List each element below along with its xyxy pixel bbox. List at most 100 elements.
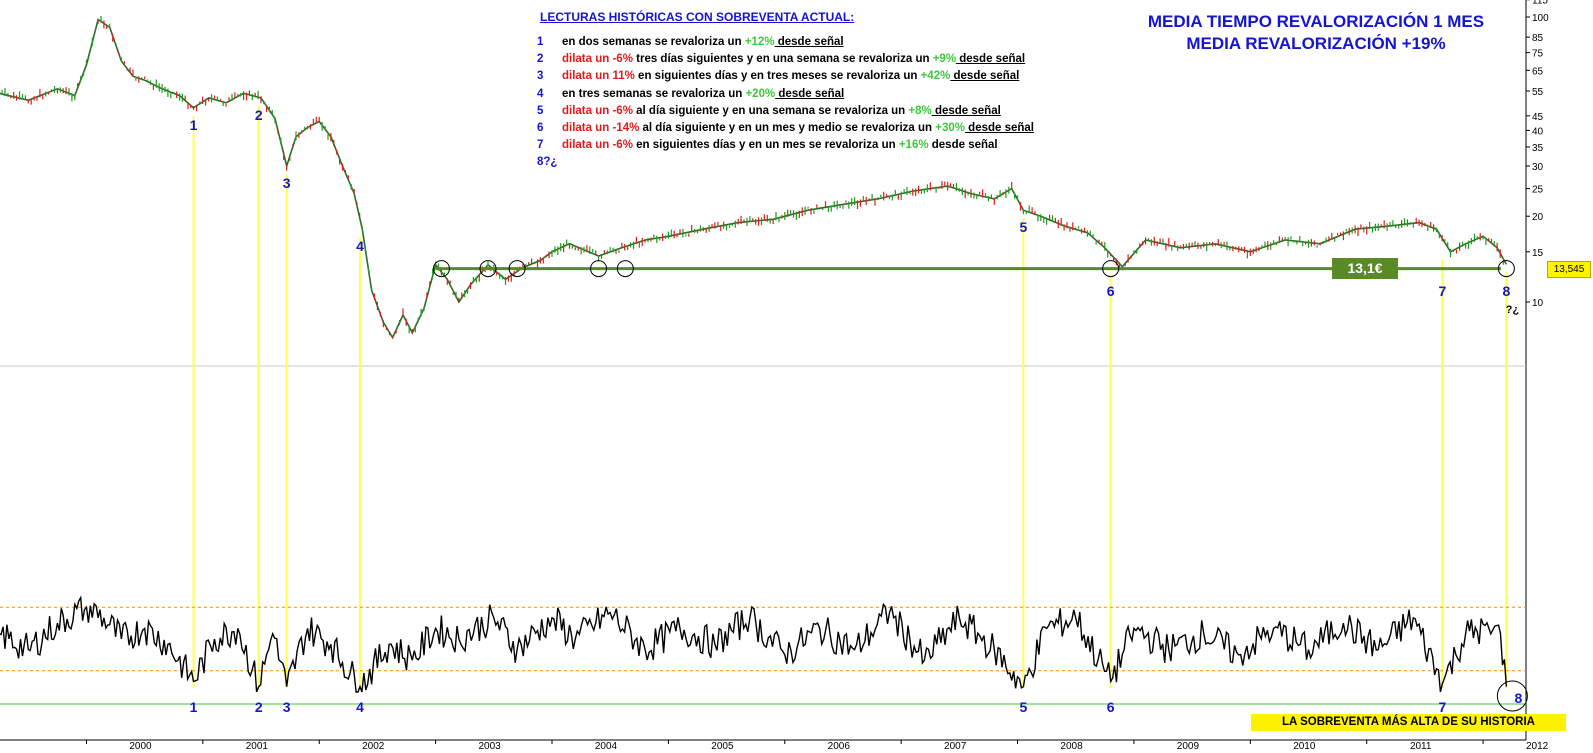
reading-number: 6	[537, 122, 544, 134]
signal-number-price: 6	[1107, 283, 1115, 299]
y-tick-label: 100	[1532, 13, 1549, 24]
reading-number: 3	[537, 70, 544, 83]
reading-item: 3 dilata un 11% en siguientes días y en t…	[537, 70, 1019, 86]
reading-text: +20%	[745, 87, 776, 100]
reading-item: 1 en dos semanas se revaloriza un +12% de…	[537, 36, 844, 52]
support-touch-circle	[616, 260, 634, 278]
signal-number-oscillator: 8	[1514, 690, 1522, 706]
signal-question-label: ?¿	[1506, 304, 1520, 316]
y-tick-label: 45	[1532, 112, 1544, 123]
reading-item: 4 en tres semanas se revaloriza un +20% d…	[537, 88, 844, 104]
reading-item: 7 dilata un -6% en siguientes días y en u…	[537, 139, 998, 155]
x-tick-label: 2006	[828, 741, 851, 752]
reading-item: 8?¿	[537, 156, 562, 172]
signal-number-oscillator: 5	[1019, 699, 1027, 715]
signal-number-price: 8	[1502, 283, 1510, 299]
x-tick-label: 2010	[1293, 741, 1316, 752]
reading-item: 6 dilata un -14% al día siguiente y en un…	[537, 122, 1034, 138]
y-tick-label: 35	[1532, 143, 1544, 154]
header-title-line2: MEDIA REVALORIZACIÓN +19%	[1186, 34, 1446, 53]
signal-number-oscillator: 7	[1438, 699, 1446, 715]
x-tick-label: 2000	[129, 741, 152, 752]
support-touch-circle	[590, 260, 608, 278]
reading-text: desde señal	[928, 139, 998, 152]
x-tick-label: 2005	[711, 741, 734, 752]
reading-number: 7	[537, 139, 544, 152]
reading-number: 2	[537, 53, 544, 66]
reading-text: +16%	[898, 139, 929, 152]
reading-text: dilata un -6%	[562, 139, 633, 152]
reading-text: desde señal	[956, 53, 1026, 66]
y-tick-label: 25	[1532, 185, 1544, 196]
last-price-box: 13,545	[1547, 261, 1591, 278]
reading-text: +42%	[920, 70, 951, 83]
oscillator-signal-circle	[1496, 680, 1528, 712]
reading-text: +12%	[744, 36, 775, 48]
header-title-line1: MEDIA TIEMPO REVALORIZACIÓN 1 MES	[1147, 12, 1485, 31]
y-tick-label: 40	[1532, 126, 1544, 137]
x-tick-label: 2007	[944, 741, 967, 752]
reading-item: 5 dilata un -6% al día siguiente y en una…	[537, 105, 1001, 121]
x-tick-label: 2012	[1526, 741, 1549, 752]
y-tick-label: 55	[1532, 87, 1544, 98]
support-touch-circle	[1102, 260, 1120, 278]
reading-text: en dos semanas se revaloriza un	[562, 36, 745, 48]
x-tick-label: 2004	[595, 741, 618, 752]
y-tick-label: 75	[1532, 49, 1544, 60]
x-tick-label: 2011	[1410, 741, 1432, 752]
reading-text: al día siguiente y en una semana se reva…	[632, 104, 909, 117]
support-touch-circle	[1497, 260, 1515, 278]
reading-number: 4	[537, 87, 544, 100]
signal-number-oscillator: 3	[283, 699, 291, 715]
reading-text: dilata un -6%	[562, 104, 633, 117]
signal-number-oscillator: 2	[255, 699, 263, 715]
support-level-label: 13,1€	[1332, 258, 1398, 279]
reading-number: 8?¿	[537, 156, 558, 169]
reading-text: desde señal	[931, 104, 1001, 117]
signal-number-price: 5	[1019, 219, 1027, 235]
reading-text: desde señal	[950, 70, 1020, 83]
reading-text: +9%	[932, 53, 957, 66]
reading-text: dilata un -14%	[562, 122, 640, 134]
signal-number-price: 4	[356, 238, 364, 254]
bottom-banner: LA SOBREVENTA MÁS ALTA DE SU HISTORIA	[1251, 714, 1566, 731]
reading-number: 1	[537, 36, 544, 48]
oscillator-series-line	[0, 595, 1508, 693]
signal-number-oscillator: 4	[356, 699, 364, 715]
signal-number-oscillator: 1	[190, 699, 198, 715]
reading-text: tres días siguientes y en una semana se …	[632, 53, 933, 66]
reading-text: en tres semanas se revaloriza un	[562, 87, 746, 100]
y-tick-label: 20	[1532, 212, 1544, 223]
signal-number-oscillator: 6	[1107, 699, 1115, 715]
support-touch-circle	[479, 260, 497, 278]
reading-text: desde señal	[775, 87, 845, 100]
reading-text: +8%	[908, 104, 932, 117]
y-tick-label: 85	[1532, 33, 1544, 44]
signal-number-price: 1	[190, 117, 198, 133]
support-touch-circle	[508, 260, 526, 278]
reading-text: en siguientes días y en tres meses se re…	[634, 70, 921, 83]
x-tick-label: 2001	[246, 741, 269, 752]
support-touch-circle	[432, 260, 450, 278]
reading-text: dilata un -6%	[562, 53, 633, 66]
reading-text: dilata un 11%	[562, 70, 635, 83]
reading-text: desde señal	[964, 122, 1035, 134]
readings-title: LECTURAS HISTÓRICAS CON SOBREVENTA ACTUA…	[540, 10, 855, 24]
reading-item: 2 dilata un -6% tres días siguientes y en…	[537, 53, 1025, 69]
reading-text: desde señal	[774, 36, 844, 48]
y-tick-label: 10	[1532, 298, 1544, 309]
reading-number: 5	[537, 104, 544, 117]
x-tick-label: 2002	[362, 741, 385, 752]
x-tick-label: 2008	[1060, 741, 1083, 752]
y-tick-label: 30	[1532, 162, 1544, 173]
y-tick-label: 115	[1532, 0, 1548, 7]
signal-number-price: 3	[283, 175, 291, 191]
x-tick-label: 2009	[1177, 741, 1200, 752]
signal-number-price: 2	[255, 107, 263, 123]
reading-text: +30%	[935, 122, 965, 134]
signal-number-price: 7	[1438, 283, 1446, 299]
x-tick-label: 2003	[478, 741, 501, 752]
reading-text: al día siguiente y en un mes y medio se …	[639, 122, 936, 134]
